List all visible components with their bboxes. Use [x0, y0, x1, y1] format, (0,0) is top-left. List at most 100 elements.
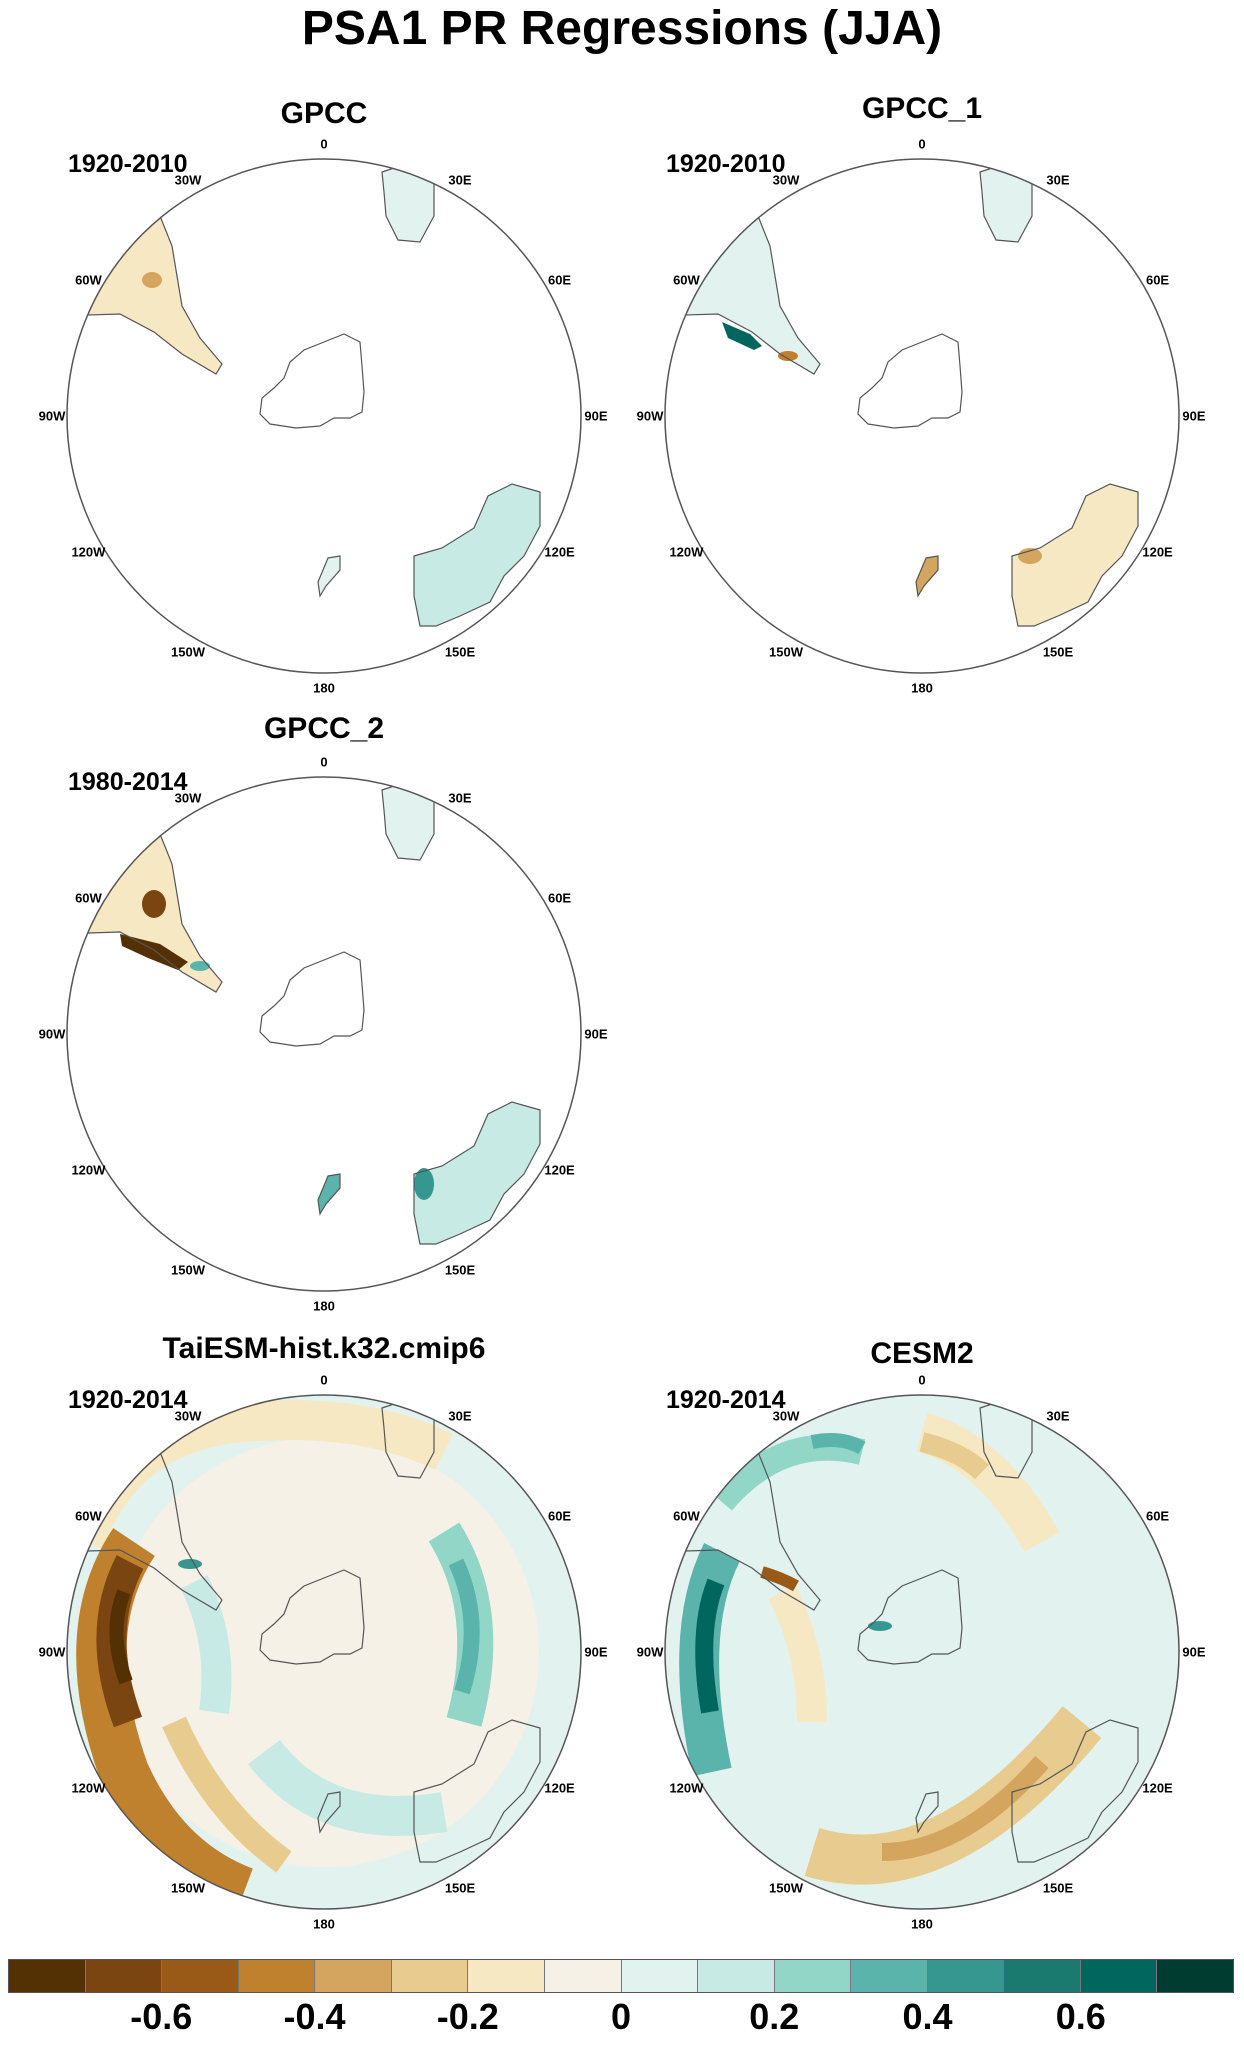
longitude-label: 120E [544, 544, 575, 560]
colorbar-swatch [621, 1960, 699, 1992]
longitude-label: 120W [669, 544, 704, 560]
longitude-label: 30E [1046, 172, 1070, 188]
panel-period-gpcc-1: 1920-2010 [666, 150, 786, 178]
colorbar-swatch [774, 1960, 852, 1992]
longitude-label: 90E [584, 408, 608, 424]
colorbar-swatch [544, 1960, 622, 1992]
longitude-label: 120E [544, 1780, 575, 1796]
longitude-label: 150E [444, 644, 476, 660]
dark-brown-stripe [120, 934, 188, 970]
africa-shade [980, 166, 1032, 242]
panel-period-gpcc-2: 1980-2014 [68, 768, 188, 796]
brown-patch [760, 1566, 799, 1592]
longitude-label: 150W [171, 1262, 205, 1278]
dark-brown-spot [142, 890, 166, 918]
teal-band-east-core [448, 1558, 480, 1695]
longitude-label: 30W [174, 1408, 202, 1424]
africa-shade [382, 166, 434, 242]
africa-shade [382, 784, 434, 860]
coastline-australia [413, 483, 541, 627]
colorbar-swatch [927, 1960, 1005, 1992]
colorbar-swatch [1157, 1960, 1233, 1992]
longitude-label: 60W [75, 890, 102, 906]
colorbar-swatch [468, 1960, 545, 1992]
coastline-australia [413, 1719, 541, 1863]
longitude-label: 150E [444, 1262, 476, 1278]
nz-shade [318, 556, 340, 596]
south-america-shade [665, 216, 820, 374]
panel-title-gpcc-1: GPCC_1 [861, 92, 983, 125]
coastline-sa [67, 1451, 223, 1611]
coastline-nz [317, 1791, 341, 1834]
coastline-australia [1011, 1719, 1139, 1863]
longitude-label: 180 [313, 1298, 335, 1314]
colorbar-swatch [9, 1960, 86, 1992]
colorbar-label: -0.6 [130, 1996, 193, 2037]
colorbar-swatch [851, 1960, 928, 1992]
panel-title-gpcc-2: GPCC_2 [263, 712, 385, 745]
colorbar-swatch [315, 1960, 392, 1992]
dark-stripe [722, 322, 762, 350]
colorbar-label: 0 [610, 1996, 632, 2037]
coastline-antarctica [259, 333, 365, 429]
longitude-label: 0 [918, 136, 926, 152]
tan-fringe [162, 1716, 292, 1873]
colorbar-label: 0.4 [902, 1996, 953, 2037]
longitude-label: 90W [636, 408, 664, 424]
longitude-label: 60E [547, 1508, 572, 1524]
coastline-nz [915, 1791, 939, 1834]
longitude-label: 150W [171, 644, 205, 660]
south-america-shade [67, 216, 222, 374]
longitude-label: 90E [1182, 1644, 1206, 1660]
map-border [664, 158, 1180, 674]
longitude-label: 180 [911, 680, 933, 696]
panel-title-cesm2: CESM2 [870, 1337, 974, 1370]
polar-map-gpcc-2 [66, 776, 582, 1292]
brown-spot [142, 272, 162, 288]
panel-title-gpcc: GPCC [280, 97, 368, 130]
longitude-label: 30W [772, 1408, 800, 1424]
longitude-label: 60E [1145, 272, 1170, 288]
coastline-australia [1011, 483, 1139, 627]
colorbar-swatch [1004, 1960, 1081, 1992]
coastline-antarctica [259, 1569, 365, 1665]
colorbar-swatch [238, 1960, 316, 1992]
teal-patch [190, 961, 210, 971]
polar-map-taiesm [66, 1394, 582, 1910]
teal-spot [868, 1621, 892, 1631]
longitude-label: 150W [171, 1880, 205, 1896]
longitude-label: 90E [584, 1026, 608, 1042]
coastline-australia [413, 1101, 541, 1245]
longitude-label: 0 [320, 136, 328, 152]
longitude-label: 120W [71, 1780, 106, 1796]
longitude-label: 120E [1142, 1780, 1173, 1796]
longitude-label: 0 [320, 1372, 328, 1388]
panel-title-taiesm: TaiESM-hist.k32.cmip6 [162, 1332, 486, 1365]
australia-shade [1012, 484, 1138, 626]
coastline-antarctica [259, 951, 365, 1047]
longitude-label: 150E [1042, 1880, 1074, 1896]
longitude-label: 0 [918, 1372, 926, 1388]
colorbar-swatch [85, 1960, 163, 1992]
teal-arc-north-core [810, 1433, 866, 1455]
longitude-label: 90W [38, 1644, 66, 1660]
longitude-label: 30E [1046, 1408, 1070, 1424]
coastline-sa [67, 215, 223, 375]
longitude-label: 180 [911, 1916, 933, 1932]
longitude-label: 30E [448, 1408, 472, 1424]
longitude-label: 150W [769, 1880, 803, 1896]
longitude-label: 60W [75, 1508, 102, 1524]
coastline-sa [665, 1451, 821, 1611]
longitude-label: 60E [547, 890, 572, 906]
coastline-nz [915, 555, 939, 598]
longitude-label: 150E [1042, 644, 1074, 660]
brown-band-darkest [109, 1589, 133, 1685]
brown-patch [778, 351, 798, 361]
coastline-antarctica [857, 333, 963, 429]
longitude-label: 90W [38, 1026, 66, 1042]
nz-shade [916, 556, 938, 596]
map-border [664, 1394, 1180, 1910]
teal-spot [178, 1559, 202, 1569]
longitude-label: 60E [547, 272, 572, 288]
colorbar-swatch [698, 1960, 775, 1992]
